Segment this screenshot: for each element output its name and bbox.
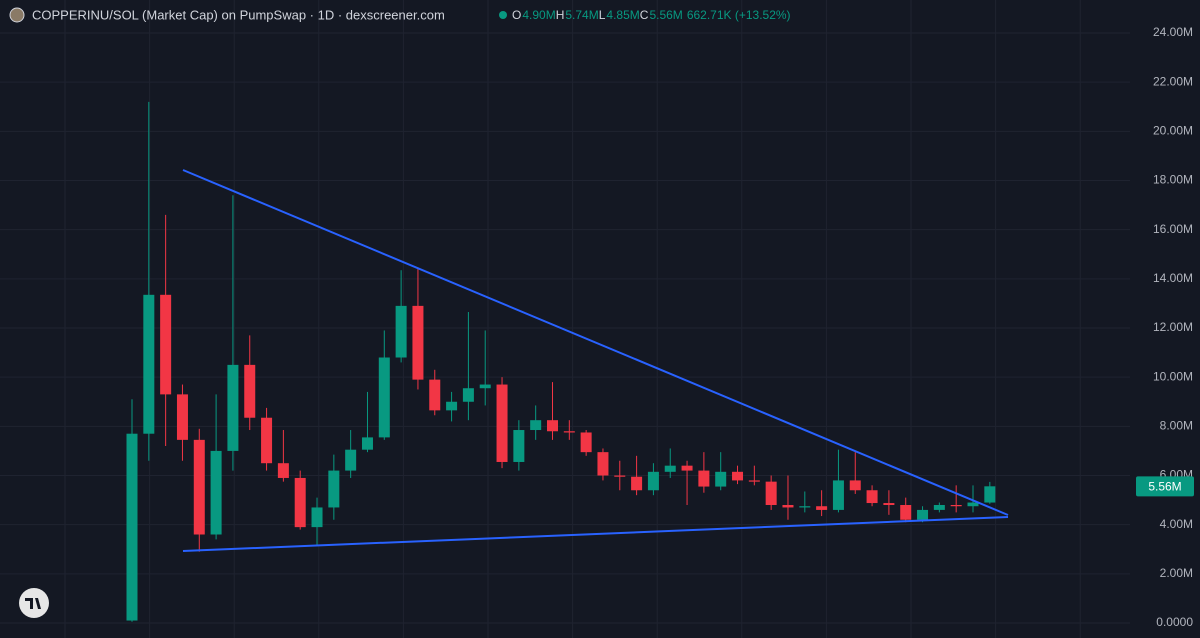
trendline-lower <box>182 516 1009 552</box>
tv-logo <box>19 588 49 618</box>
ohlc-header: O4.90MH5.74ML4.85MC5.56M 662.71K (+13.52%… <box>512 8 791 22</box>
candle-body <box>496 384 508 462</box>
candle-body <box>126 433 138 621</box>
candle-body <box>866 490 878 504</box>
ohlc-key: C <box>640 8 649 22</box>
candle-body <box>698 470 710 487</box>
candle-body <box>950 505 962 507</box>
candle-body <box>412 305 424 380</box>
ohlc-value: 4.85M <box>606 8 639 22</box>
candle-body <box>446 401 458 411</box>
y-tick-label: 0.0000 <box>1156 615 1193 629</box>
candle-body <box>732 471 744 481</box>
ohlc-value: 5.74M <box>565 8 598 22</box>
candle-body <box>664 465 676 472</box>
candle-body <box>160 294 172 395</box>
change-text: 662.71K (+13.52%) <box>687 8 791 22</box>
candle-body <box>193 439 205 535</box>
candle-body <box>227 364 239 451</box>
candle-body <box>900 505 912 520</box>
price-label-bg <box>1136 476 1194 497</box>
ohlc-key: O <box>512 8 521 22</box>
candle-body <box>143 294 155 434</box>
candle-body <box>631 476 643 491</box>
candle-body <box>479 384 491 389</box>
candle-body <box>917 509 929 520</box>
y-tick-label: 20.00M <box>1153 124 1193 138</box>
candle-body <box>462 388 474 402</box>
candle-body <box>176 394 188 440</box>
candle-body <box>294 477 306 528</box>
y-tick-label: 10.00M <box>1153 369 1193 383</box>
candle-body <box>277 463 289 478</box>
candle-body <box>328 470 340 508</box>
ohlc-value: 4.90M <box>522 8 555 22</box>
candle-body <box>715 471 727 487</box>
y-tick-label: 14.00M <box>1153 271 1193 285</box>
candle-body <box>883 503 895 505</box>
y-tick-label: 24.00M <box>1153 25 1193 39</box>
candle-body <box>748 480 760 482</box>
y-tick-label: 16.00M <box>1153 222 1193 236</box>
y-tick-label: 4.00M <box>1160 517 1193 531</box>
candle-body <box>345 449 357 471</box>
grid <box>0 0 1130 638</box>
candle-body <box>681 465 693 471</box>
candle-body <box>799 506 811 508</box>
candle-body <box>984 486 996 503</box>
tv-logo-bg <box>19 588 49 618</box>
y-tick-label: 18.00M <box>1153 173 1193 187</box>
y-tick-label: 8.00M <box>1160 419 1193 433</box>
ohlc-value: 5.56M <box>649 8 682 22</box>
candle-body <box>614 475 626 477</box>
candle-body <box>832 480 844 510</box>
candle-body <box>816 506 828 510</box>
candle-body <box>378 357 390 438</box>
token-icon <box>9 7 25 23</box>
candle-body <box>563 431 575 433</box>
candle-body <box>244 364 256 418</box>
ohlc-key: L <box>599 8 606 22</box>
candle-body <box>765 481 777 505</box>
candle-body <box>261 417 273 464</box>
y-axis: 0.00002.00M4.00M6.00M8.00M10.00M12.00M14… <box>1136 25 1194 629</box>
candle-body <box>580 432 592 453</box>
candle-body <box>782 505 794 508</box>
candles <box>126 101 996 622</box>
candle-body <box>361 437 373 450</box>
candle-body <box>849 480 861 491</box>
candle-body <box>967 502 979 507</box>
y-tick-label: 22.00M <box>1153 74 1193 88</box>
ohlc-key: H <box>556 8 565 22</box>
candle-body <box>933 505 945 510</box>
candle-body <box>547 420 558 432</box>
tv-logo-mark <box>25 598 41 609</box>
candle-body <box>513 430 525 462</box>
candle-body <box>210 450 222 535</box>
y-tick-label: 12.00M <box>1153 320 1193 334</box>
candle-body <box>597 452 609 476</box>
candle-body <box>311 507 323 528</box>
y-tick-label: 2.00M <box>1160 566 1193 580</box>
candle-body <box>647 471 659 491</box>
candle-body <box>530 420 542 431</box>
status-dot <box>499 11 507 19</box>
trendline-upper <box>182 169 1009 516</box>
candle-body <box>429 379 441 411</box>
price-label: 5.56M <box>1148 479 1181 493</box>
chart-title: COPPERINU/SOL (Market Cap) on PumpSwap ·… <box>32 7 445 22</box>
candle-body <box>395 305 407 358</box>
